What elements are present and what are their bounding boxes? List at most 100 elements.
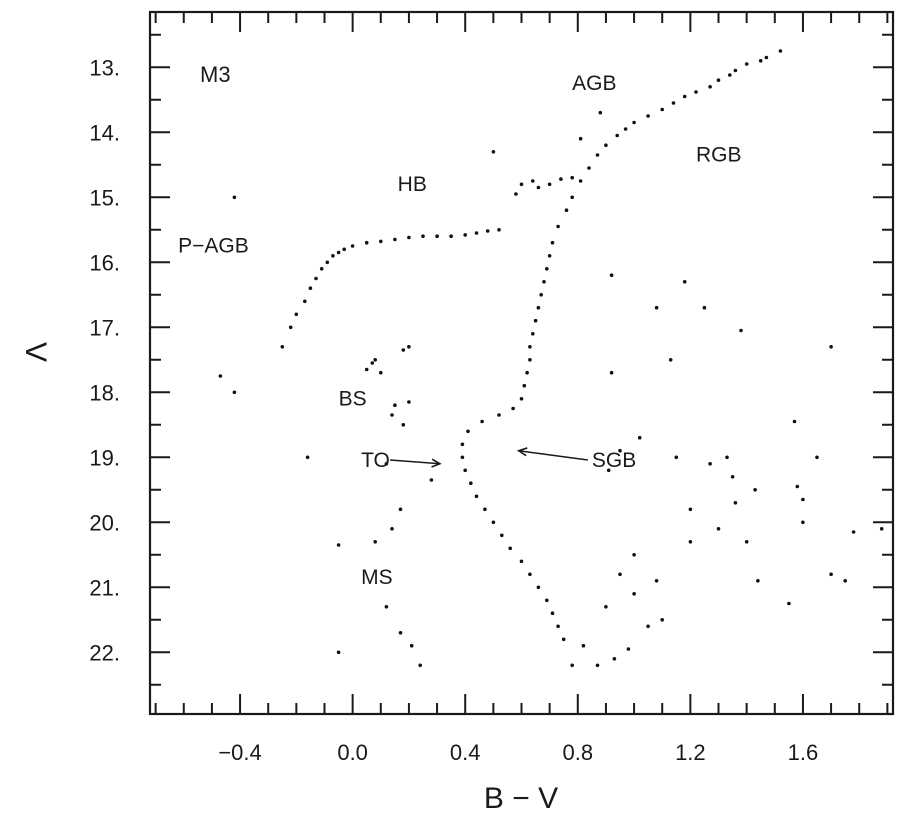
star-point — [733, 501, 738, 505]
star-point — [308, 286, 313, 291]
star-point — [587, 166, 591, 170]
star-point — [654, 579, 659, 583]
star-point — [409, 643, 414, 648]
y-tick-label: 17. — [89, 315, 120, 340]
star-point — [632, 592, 636, 596]
star-point — [463, 468, 468, 473]
star-point — [688, 540, 693, 544]
x-tick-label: 0.8 — [562, 740, 593, 765]
star-point — [280, 345, 285, 349]
star-point — [218, 374, 223, 378]
y-axis-title: V — [19, 342, 52, 362]
star-point — [559, 177, 563, 181]
star-point — [483, 507, 487, 512]
star-point — [497, 228, 501, 232]
star-point — [480, 419, 484, 424]
region-label: SGB — [592, 449, 636, 472]
star-point — [508, 546, 512, 551]
star-point — [542, 280, 546, 284]
star-point — [733, 68, 738, 73]
star-point — [545, 267, 549, 271]
star-point — [336, 543, 341, 547]
star-point — [384, 605, 389, 609]
region-label: BS — [339, 387, 367, 410]
star-point — [342, 247, 347, 252]
star-point — [637, 435, 642, 440]
star-point — [829, 345, 833, 349]
star-point — [801, 497, 805, 502]
star-point — [570, 195, 574, 200]
x-tick-label: 0.4 — [450, 740, 481, 765]
star-point — [561, 637, 566, 642]
star-point — [536, 585, 541, 590]
star-point — [331, 254, 335, 258]
star-point — [550, 611, 555, 615]
star-point — [325, 260, 330, 265]
star-point — [294, 312, 299, 317]
star-point — [449, 234, 453, 238]
star-point — [491, 520, 496, 525]
star-point — [491, 150, 496, 154]
star-point — [626, 647, 631, 651]
star-point — [393, 403, 397, 408]
star-point — [533, 318, 538, 323]
star-point — [547, 254, 552, 258]
star-point — [528, 572, 532, 577]
star-point — [556, 224, 560, 229]
star-point — [570, 175, 574, 180]
star-point — [702, 305, 707, 310]
star-point — [469, 481, 473, 486]
star-point — [604, 143, 608, 147]
y-tick-label: 16. — [89, 250, 120, 275]
star-point — [497, 413, 501, 417]
region-label: AGB — [572, 72, 616, 95]
x-tick-label: 1.6 — [788, 740, 819, 765]
star-point — [390, 527, 394, 531]
star-point — [305, 455, 310, 460]
star-point — [379, 370, 383, 375]
region-labels: AGB RGB HB P−AGB BS TO SGB MS — [178, 72, 741, 589]
star-point — [528, 358, 532, 362]
star-point — [418, 663, 423, 668]
y-tick-label: 20. — [89, 510, 120, 535]
star-point — [564, 208, 569, 212]
annotation-arrows — [390, 447, 588, 468]
star-point — [795, 484, 800, 489]
star-point — [474, 494, 479, 499]
x-axis-title: B − V — [484, 782, 558, 815]
star-point — [536, 305, 541, 310]
star-point — [730, 475, 735, 479]
star-point — [595, 663, 600, 668]
annotation-arrow — [518, 449, 588, 461]
star-point — [460, 442, 465, 447]
star-point — [758, 59, 763, 63]
star-point — [539, 293, 543, 297]
star-point — [632, 553, 636, 557]
star-point — [716, 78, 721, 82]
star-point — [660, 618, 664, 622]
star-point — [778, 49, 783, 53]
arrow-head — [516, 447, 528, 457]
star-point — [618, 572, 622, 577]
star-point — [744, 62, 749, 66]
star-point — [421, 234, 425, 238]
star-point — [595, 153, 600, 157]
y-tick-label: 22. — [89, 640, 120, 665]
y-tick-label: 13. — [89, 55, 120, 80]
star-point — [623, 127, 628, 131]
y-tick-label: 19. — [89, 445, 120, 470]
data-points — [218, 49, 884, 668]
star-point — [522, 383, 527, 388]
star-point — [398, 631, 403, 635]
star-point — [851, 530, 856, 534]
star-point — [466, 429, 470, 434]
region-label: MS — [361, 566, 393, 589]
star-point — [531, 332, 535, 336]
star-point — [528, 345, 532, 349]
star-point — [787, 601, 791, 606]
star-point — [232, 195, 237, 200]
star-point — [407, 345, 411, 349]
tick-labels: −0.4 0.0 0.4 0.8 1.2 1.6 13. 14. 15. 16. 17. 18. 19.… — [89, 55, 818, 765]
star-point — [435, 234, 439, 238]
plot-frame — [148, 10, 895, 716]
